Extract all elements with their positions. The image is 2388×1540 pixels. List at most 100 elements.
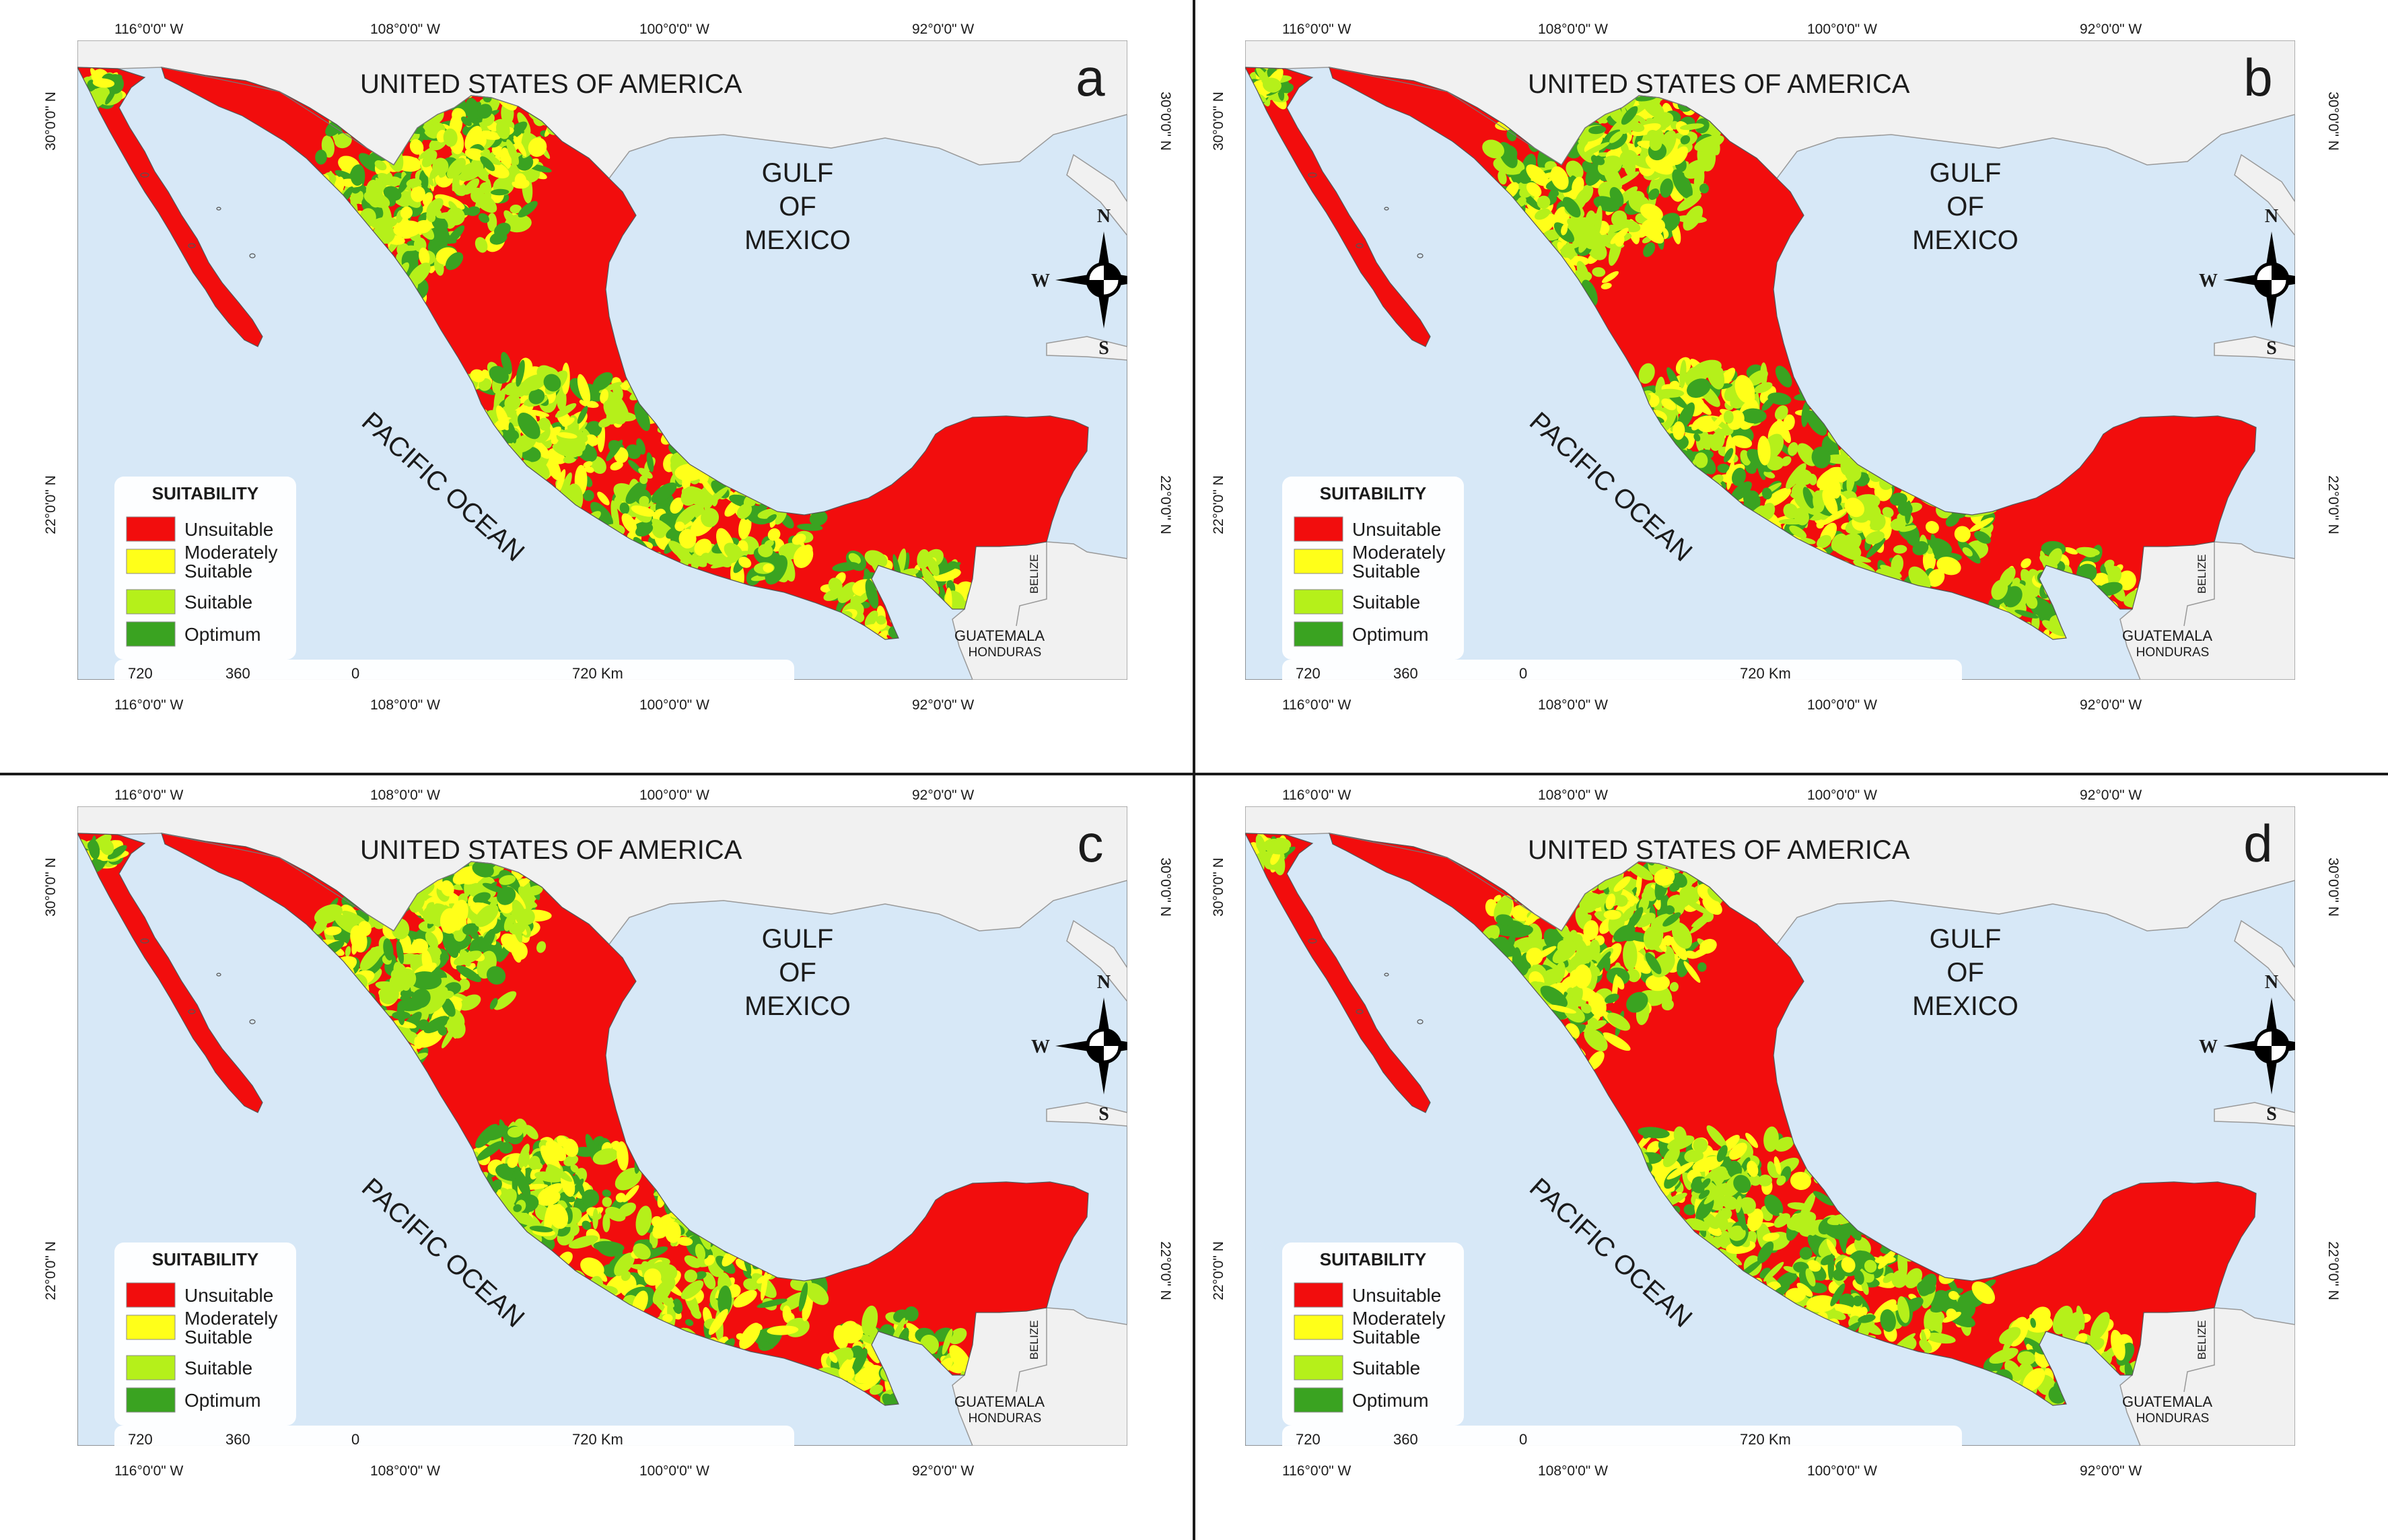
legend-label: Suitable [1352, 561, 1420, 582]
central-america-land [952, 1307, 1127, 1446]
longitude-label-top: 116°0'0" W [114, 788, 184, 803]
longitude-label-bottom: 116°0'0" W [1282, 1463, 1351, 1479]
scale-label: 0 [351, 1431, 359, 1448]
latitude-label-right: 22°0'0" N [1158, 475, 1173, 534]
scale-label: 0 [1519, 665, 1527, 682]
latitude-label-right: 30°0'0" N [2325, 92, 2341, 151]
legend-swatch [126, 1282, 176, 1308]
longitude-label-bottom: 92°0'0" W [2080, 1463, 2142, 1479]
longitude-label-bottom: 100°0'0" W [639, 697, 709, 713]
longitude-label-top: 92°0'0" W [912, 22, 974, 37]
gulf-label: GULF [1930, 158, 2002, 188]
longitude-label-top: 108°0'0" W [370, 788, 440, 803]
legend-swatch [126, 1355, 176, 1380]
longitude-label-top: 100°0'0" W [639, 788, 709, 803]
latitude-label-left: 30°0'0" N [1211, 858, 1226, 917]
legend-swatch [1294, 1387, 1343, 1413]
usa-label: UNITED STATES OF AMERICA [1528, 835, 1910, 865]
baja-california [77, 67, 262, 347]
longitude-label-top: 92°0'0" W [2080, 22, 2142, 37]
longitude-label-top: 100°0'0" W [1807, 22, 1877, 37]
east-label: E [1161, 271, 1174, 291]
legend: SUITABILITYUnsuitableModeratelySuitableS… [1282, 477, 1464, 660]
mexico-mainland [162, 67, 1088, 639]
belize-label: BELIZE [2196, 1320, 2208, 1360]
longitude-label-top: 100°0'0" W [639, 22, 709, 37]
longitude-label-bottom: 92°0'0" W [912, 697, 974, 713]
gulf-label: MEXICO [1912, 991, 2018, 1021]
scale-bar: 720 360 0 720 Km [114, 660, 794, 682]
south-label: S [2266, 338, 2277, 359]
north-arrow: N S W E [1031, 206, 1174, 359]
longitude-label-top: 116°0'0" W [1282, 788, 1351, 803]
south-label: S [2266, 1104, 2277, 1125]
legend-label: Unsuitable [184, 519, 273, 540]
belize-label: BELIZE [2196, 554, 2208, 594]
latitude-label-left: 22°0'0" N [1211, 475, 1226, 534]
legend-label: Suitable [1352, 592, 1420, 612]
north-arrow: N S W E [1031, 972, 1174, 1125]
longitude-label-top: 92°0'0" W [2080, 788, 2142, 803]
legend-swatch [1294, 549, 1343, 574]
latitude-label-left: 22°0'0" N [43, 1241, 59, 1300]
scale-label: 720 [1296, 665, 1321, 682]
central-america-land [952, 541, 1127, 680]
legend-label: Moderately [1352, 542, 1446, 563]
guatemala-label: GUATEMALA [2122, 627, 2212, 644]
baja-california [1245, 67, 1430, 347]
honduras-label: HONDURAS [969, 645, 1042, 660]
legend-label: Moderately [1352, 1308, 1446, 1329]
east-label: E [1161, 1037, 1174, 1057]
usa-label: UNITED STATES OF AMERICA [1528, 69, 1910, 99]
panel-letter: b [2243, 48, 2272, 107]
north-arrow: N S W E [2199, 972, 2295, 1125]
latitude-label-left: 22°0'0" N [43, 475, 59, 534]
gulf-label: OF [779, 192, 816, 221]
legend-title: SUITABILITY [1320, 483, 1426, 503]
latitude-label-right: 22°0'0" N [1158, 1241, 1173, 1300]
longitude-label-bottom: 92°0'0" W [2080, 697, 2142, 713]
west-label: W [2199, 271, 2218, 291]
guatemala-label: GUATEMALA [954, 1393, 1045, 1410]
scale-label: 360 [225, 665, 250, 682]
legend-swatch [1294, 589, 1343, 615]
baja-california [77, 833, 262, 1113]
latitude-label-right: 30°0'0" N [1158, 92, 1173, 151]
legend-swatch [1294, 516, 1343, 542]
belize-label: BELIZE [1028, 554, 1041, 594]
legend-label: Optimum [184, 1390, 261, 1411]
central-america-land [2119, 1307, 2295, 1446]
suitability-map: 116°0'0" W 116°0'0" W 108°0'0" W 108°0'0" W… [1211, 22, 2342, 713]
scale-label: 0 [1519, 1431, 1527, 1448]
west-label: W [2199, 1037, 2218, 1057]
scale-label: 720 [128, 665, 153, 682]
north-label: N [1097, 206, 1111, 227]
latitude-label-left: 22°0'0" N [1211, 1241, 1226, 1300]
gulf-label: MEXICO [1912, 225, 2018, 255]
north-label: N [2265, 206, 2278, 227]
east-label: E [2329, 271, 2342, 291]
gulf-label: GULF [1930, 924, 2002, 954]
legend-swatch [126, 1315, 176, 1340]
legend-label: Suitable [184, 1358, 252, 1378]
vertical-divider [1193, 0, 1195, 1540]
gulf-label: OF [1946, 192, 1984, 221]
latitude-label-right: 22°0'0" N [2325, 1241, 2341, 1300]
scale-label: 720 [1296, 1431, 1321, 1448]
scale-label: 360 [1393, 1431, 1418, 1448]
legend-label: Unsuitable [1352, 1285, 1441, 1306]
suitability-map: 116°0'0" W 116°0'0" W 108°0'0" W 108°0'0" W… [43, 788, 1174, 1479]
honduras-label: HONDURAS [969, 1411, 1042, 1426]
suitability-map: 116°0'0" W 116°0'0" W 108°0'0" W 108°0'0" W… [1211, 788, 2341, 1479]
scale-bar: 720 360 0 720 Km [114, 1426, 794, 1448]
horizontal-divider [0, 773, 2388, 775]
baja-california [1245, 833, 1430, 1113]
west-label: W [1031, 271, 1050, 291]
south-label: S [1098, 338, 1109, 359]
scale-label: 360 [225, 1431, 250, 1448]
panel-letter: d [2243, 814, 2272, 873]
longitude-label-bottom: 108°0'0" W [370, 1463, 440, 1479]
legend-title: SUITABILITY [152, 1249, 258, 1269]
legend-label: Suitable [1352, 1358, 1420, 1378]
